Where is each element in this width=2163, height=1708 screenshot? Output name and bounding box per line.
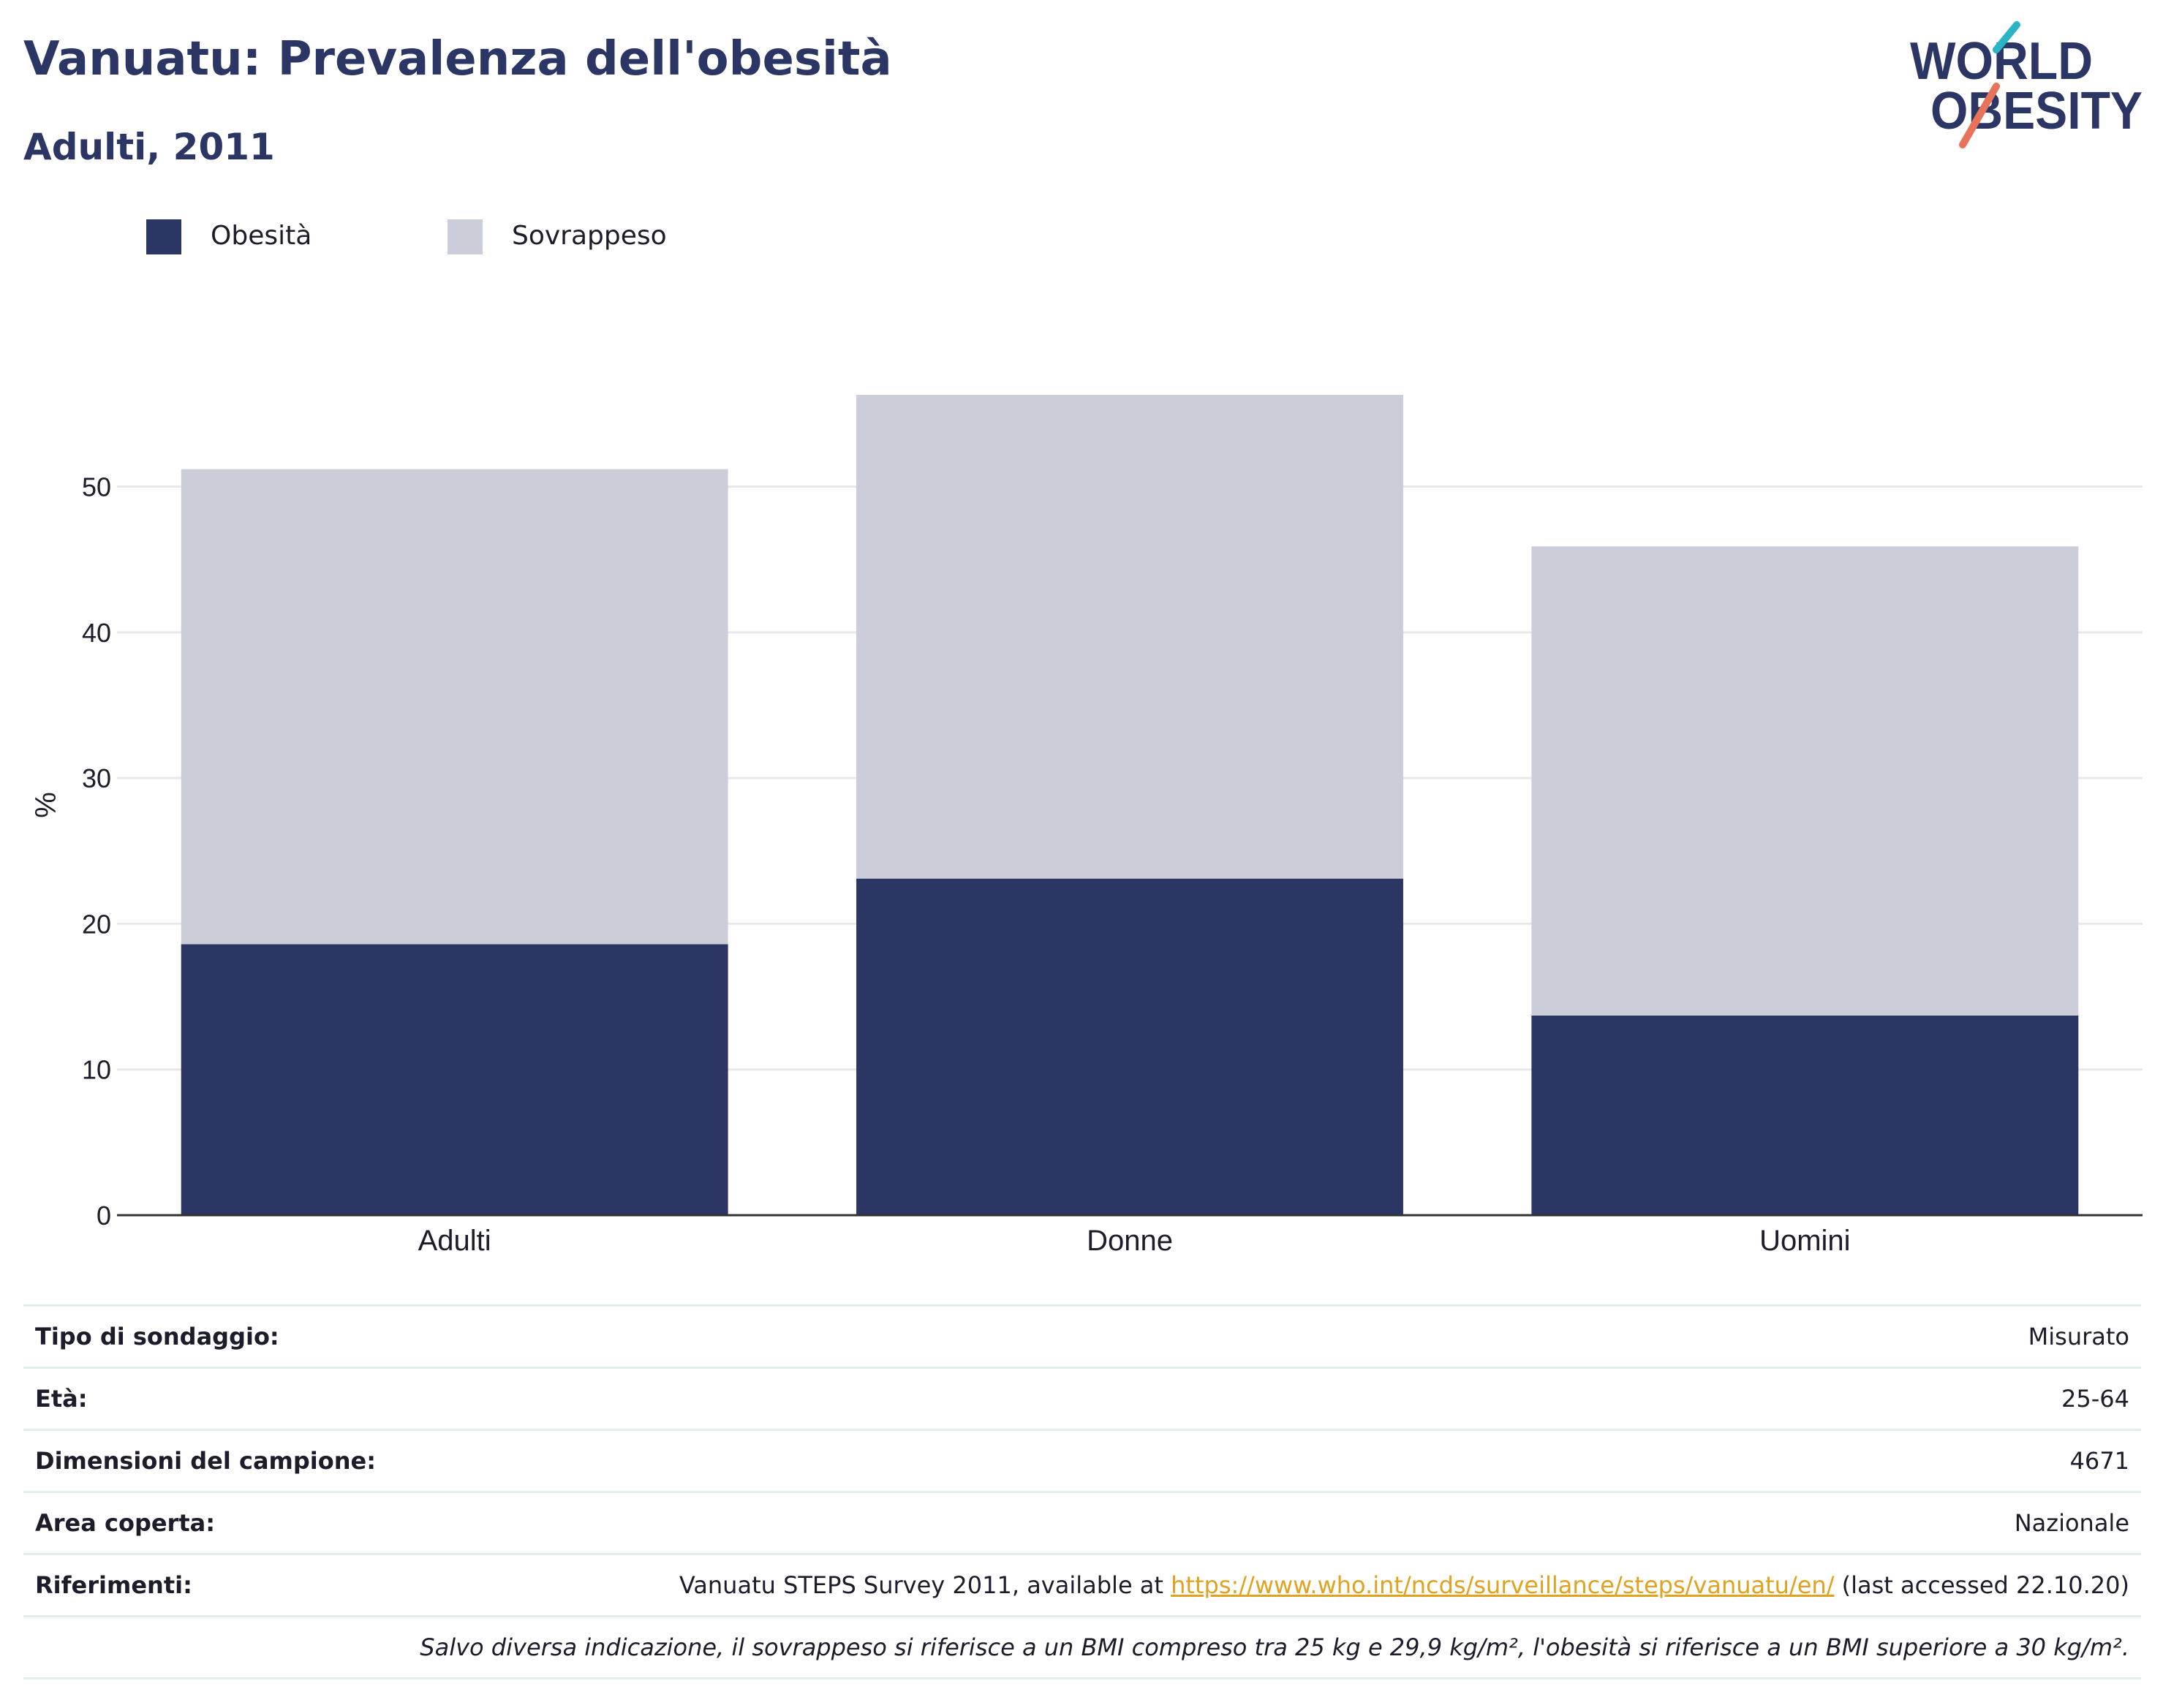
y-tick-label: 30 bbox=[82, 763, 111, 793]
y-tick-label: 50 bbox=[82, 472, 111, 502]
info-row-sample-size: Dimensioni del campione: 4671 bbox=[23, 1429, 2141, 1491]
logo-line2: OBESITY bbox=[1930, 82, 2143, 140]
x-tick-label: Donne bbox=[1087, 1225, 1173, 1257]
info-value: 4671 bbox=[2069, 1447, 2129, 1475]
legend-swatch-overweight bbox=[448, 219, 483, 254]
bar-overweight bbox=[1531, 546, 2079, 1016]
logo-slash-top bbox=[1993, 21, 2020, 53]
y-tick-label: 20 bbox=[82, 909, 111, 939]
legend-label-obesity: Obesità bbox=[211, 221, 312, 251]
info-label: Riferimenti: bbox=[35, 1571, 192, 1599]
bar-obesity bbox=[856, 878, 1403, 1215]
info-row-references: Riferimenti: Vanuatu STEPS Survey 2011, … bbox=[23, 1553, 2141, 1615]
info-label: Età: bbox=[35, 1385, 88, 1413]
y-tick-label: 10 bbox=[82, 1055, 111, 1085]
references-prefix: Vanuatu STEPS Survey 2011, available at bbox=[679, 1571, 1171, 1599]
world-obesity-logo: WORLD OBESITY bbox=[1910, 21, 2143, 148]
info-row-survey-type: Tipo di sondaggio: Misurato bbox=[23, 1304, 2141, 1367]
info-row-note: Salvo diversa indicazione, il sovrappeso… bbox=[23, 1615, 2141, 1679]
survey-info-table: Tipo di sondaggio: Misurato Età: 25-64 D… bbox=[23, 1304, 2141, 1679]
x-tick-label: Adulti bbox=[418, 1225, 491, 1257]
info-label: Dimensioni del campione: bbox=[35, 1447, 377, 1475]
references-link[interactable]: https://www.who.int/ncds/surveillance/st… bbox=[1171, 1571, 1835, 1599]
info-row-area: Area coperta: Nazionale bbox=[23, 1491, 2141, 1553]
x-tick-label: Uomini bbox=[1759, 1225, 1850, 1257]
info-label: Area coperta: bbox=[35, 1509, 216, 1537]
bar-overweight bbox=[181, 469, 728, 945]
y-tick-label: 0 bbox=[97, 1201, 111, 1231]
info-label: Tipo di sondaggio: bbox=[35, 1323, 279, 1350]
y-axis-label: % bbox=[30, 792, 62, 818]
bar-overweight bbox=[856, 395, 1403, 879]
info-row-age: Età: 25-64 bbox=[23, 1367, 2141, 1429]
references-suffix: (last accessed 22.10.20) bbox=[1834, 1571, 2129, 1599]
definition-note: Salvo diversa indicazione, il sovrappeso… bbox=[420, 1633, 2129, 1661]
bar-obesity bbox=[181, 944, 728, 1215]
references-value: Vanuatu STEPS Survey 2011, available at … bbox=[679, 1571, 2129, 1599]
info-value: 25-64 bbox=[2061, 1385, 2129, 1413]
legend-label-overweight: Sovrappeso bbox=[512, 221, 667, 251]
y-tick-label: 40 bbox=[82, 618, 111, 648]
logo-slash-bottom bbox=[1959, 83, 2000, 148]
info-value: Misurato bbox=[2028, 1323, 2129, 1350]
legend-swatch-obesity bbox=[146, 219, 181, 254]
bar-obesity bbox=[1531, 1015, 2079, 1215]
chart-title: Vanuatu: Prevalenza dell'obesità bbox=[23, 32, 892, 86]
info-value: Nazionale bbox=[2014, 1509, 2129, 1537]
chart-subtitle: Adulti, 2011 bbox=[23, 126, 275, 168]
bar-chart: 0 10 20 30 40 50% Adulti Donne Uomini bbox=[30, 395, 2143, 1257]
